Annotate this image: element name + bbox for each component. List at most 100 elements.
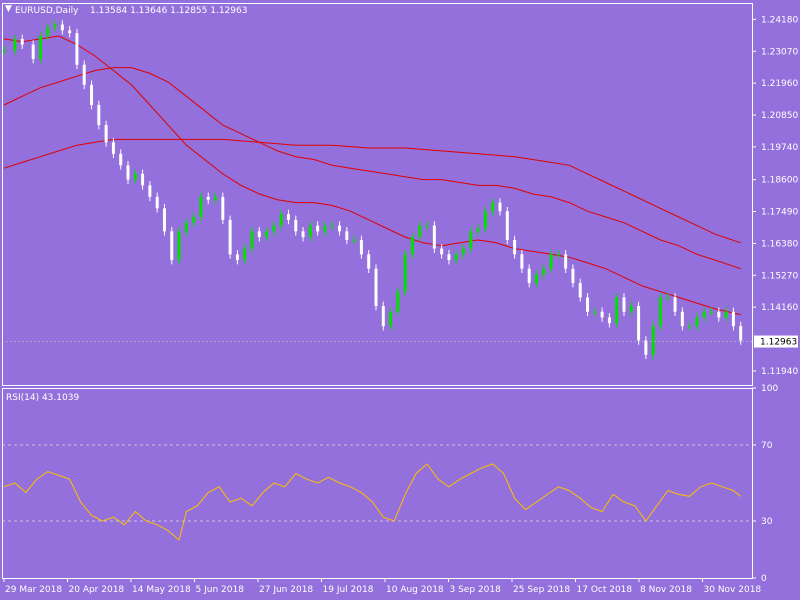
candle-body bbox=[170, 231, 174, 261]
time-tick-label: 3 Sep 2018 bbox=[450, 585, 502, 595]
candle-body bbox=[38, 36, 42, 60]
time-tick-label: 27 Jun 2018 bbox=[259, 585, 313, 595]
candle-body bbox=[724, 311, 728, 318]
candle-body bbox=[432, 225, 436, 249]
candle-body bbox=[425, 225, 429, 227]
candle-body bbox=[243, 248, 247, 261]
candle-body bbox=[403, 254, 407, 292]
rsi-tick-label: 100 bbox=[761, 384, 778, 394]
candle-body bbox=[483, 211, 487, 229]
candle-body bbox=[221, 196, 225, 220]
candle-body bbox=[658, 297, 662, 327]
price-tick-label: 1.20850 bbox=[761, 111, 798, 121]
candle-body bbox=[520, 254, 524, 269]
candle-body bbox=[141, 173, 145, 186]
price-panel-frame bbox=[2, 3, 753, 386]
candle-body bbox=[184, 222, 188, 232]
candle-body bbox=[2, 50, 6, 52]
candle-body bbox=[214, 196, 218, 200]
price-tick-label: 1.23070 bbox=[761, 47, 798, 57]
candle-body bbox=[739, 326, 743, 341]
candle-body bbox=[389, 311, 393, 327]
candle-body bbox=[265, 231, 269, 238]
candle-body bbox=[381, 306, 385, 327]
candle-body bbox=[279, 214, 283, 226]
candle-body bbox=[338, 225, 342, 232]
candle-body bbox=[673, 297, 677, 312]
candle-body bbox=[731, 311, 735, 327]
candle-body bbox=[513, 239, 517, 255]
candle-body bbox=[564, 254, 568, 269]
candle-body bbox=[111, 142, 115, 154]
candle-body bbox=[593, 311, 597, 313]
candle-body bbox=[31, 44, 35, 60]
candle-body bbox=[622, 297, 626, 312]
rsi-tick-label: 0 bbox=[761, 574, 767, 584]
candle-body bbox=[527, 268, 531, 284]
candle-body bbox=[359, 239, 363, 255]
time-tick-label: 30 Nov 2018 bbox=[704, 585, 762, 595]
rsi-label: RSI(14) 43.1039 bbox=[6, 393, 80, 403]
time-tick-label: 25 Sep 2018 bbox=[513, 585, 570, 595]
candle-body bbox=[549, 254, 553, 269]
candle-body bbox=[126, 165, 130, 180]
candle-body bbox=[498, 202, 502, 212]
price-tick-label: 1.19740 bbox=[761, 143, 798, 153]
price-tick-label: 1.18600 bbox=[761, 176, 798, 186]
candle-body bbox=[505, 211, 509, 240]
candle-body bbox=[119, 153, 123, 166]
price-tick-label: 1.21960 bbox=[761, 79, 798, 89]
candle-body bbox=[695, 317, 699, 327]
candle-body bbox=[644, 340, 648, 355]
rsi-panel-frame bbox=[2, 388, 753, 579]
candle-body bbox=[97, 104, 101, 126]
candle-body bbox=[316, 225, 320, 232]
candle-body bbox=[469, 231, 473, 249]
candle-body bbox=[68, 30, 72, 34]
candle-body bbox=[235, 254, 239, 261]
price-tick-label: 1.15270 bbox=[761, 271, 798, 281]
candle-body bbox=[345, 231, 349, 240]
candle-body bbox=[600, 311, 604, 318]
moving-average-line-2 bbox=[3, 67, 741, 270]
time-tick-label: 10 Aug 2018 bbox=[386, 585, 444, 595]
candle-body bbox=[542, 268, 546, 275]
candle-body bbox=[710, 311, 714, 313]
candle-body bbox=[272, 225, 276, 232]
time-tick-label: 14 May 2018 bbox=[132, 585, 191, 595]
candle-body bbox=[476, 228, 480, 232]
candle-body bbox=[651, 326, 655, 355]
candle-body bbox=[162, 208, 166, 232]
candle-body bbox=[60, 24, 64, 31]
current-price-box bbox=[754, 335, 798, 348]
candle-body bbox=[104, 125, 108, 143]
price-tick-label: 1.16380 bbox=[761, 239, 798, 249]
symbol-menu-icon[interactable]: ▼ bbox=[5, 4, 12, 14]
candle-body bbox=[462, 248, 466, 255]
candle-body bbox=[571, 268, 575, 284]
candle-body bbox=[53, 24, 57, 28]
candle-body bbox=[75, 33, 79, 65]
candle-body bbox=[250, 231, 254, 249]
moving-average-line-1 bbox=[3, 35, 741, 316]
time-tick-label: 17 Oct 2018 bbox=[577, 585, 633, 595]
candle-body bbox=[148, 185, 152, 197]
candle-body bbox=[717, 311, 721, 318]
ohlc-readout: 1.13584 1.13646 1.12855 1.12963 bbox=[90, 6, 248, 16]
candle-body bbox=[629, 306, 633, 312]
price-tick-label: 1.11940 bbox=[761, 367, 798, 377]
candle-body bbox=[192, 216, 196, 223]
candle-body bbox=[367, 254, 371, 269]
candle-body bbox=[228, 219, 232, 255]
candle-body bbox=[82, 64, 86, 85]
candle-body bbox=[286, 214, 290, 220]
candle-body bbox=[410, 237, 414, 255]
candle-body bbox=[301, 231, 305, 238]
candle-body bbox=[155, 196, 159, 209]
candle-body bbox=[680, 311, 684, 327]
candle-body bbox=[177, 231, 181, 261]
time-tick-label: 5 Jun 2018 bbox=[196, 585, 245, 595]
candle-body bbox=[688, 326, 692, 328]
candle-body bbox=[294, 219, 298, 232]
